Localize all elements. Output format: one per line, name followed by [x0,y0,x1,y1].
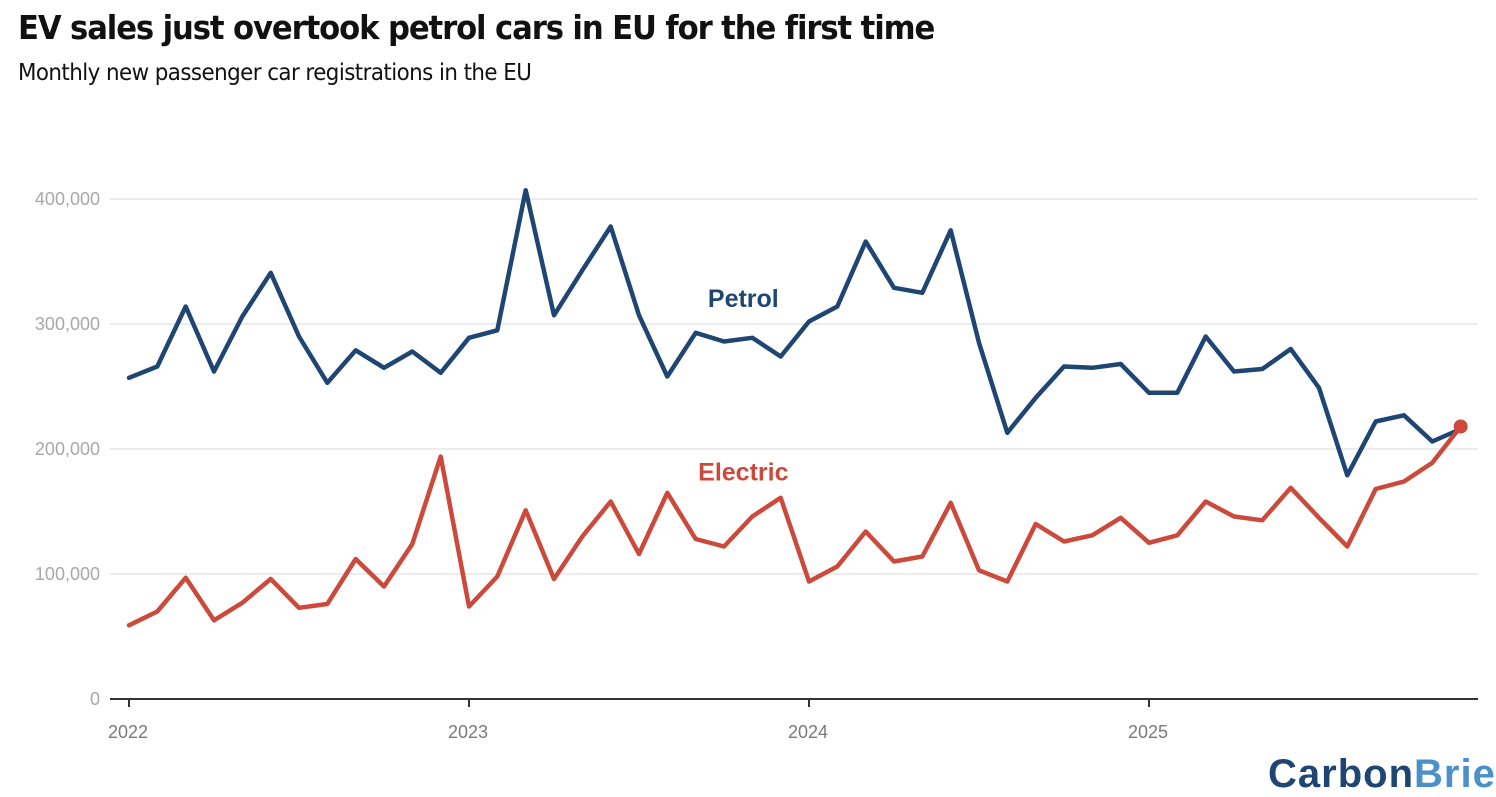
logo-part-brief: Brief [1414,752,1496,796]
series-label-petrol: Petrol [708,285,779,313]
x-tick-label: 2024 [788,722,828,742]
carbonbrief-logo: CarbonBrief [1268,752,1496,797]
series-line-electric [126,424,1463,628]
gridlines [110,198,1478,575]
logo-part-carbon: Carbon [1268,752,1414,796]
series-label-electric: Electric [698,459,788,487]
series-lines [126,187,1468,628]
y-tick-label: 200,000 [35,439,100,459]
series-end-marker-electric [1453,419,1468,434]
x-axis: 2022 2023 2024 2025 [108,698,1478,742]
x-tick-label: 2025 [1128,722,1168,742]
series-labels: Petrol Electric [698,285,788,487]
x-tick-label: 2023 [448,722,488,742]
y-tick-label: 100,000 [35,564,100,584]
chart-subtitle: Monthly new passenger car registrations … [18,60,532,86]
y-tick-label: 0 [90,689,100,709]
x-tick-label: 2022 [108,722,148,742]
y-axis-ticks: 0 100,000 200,000 300,000 400,000 [35,189,100,709]
y-tick-label: 300,000 [35,314,100,334]
series-line-petrol [126,187,1463,478]
y-tick-label: 400,000 [35,189,100,209]
chart-title: EV sales just overtook petrol cars in EU… [18,8,935,47]
